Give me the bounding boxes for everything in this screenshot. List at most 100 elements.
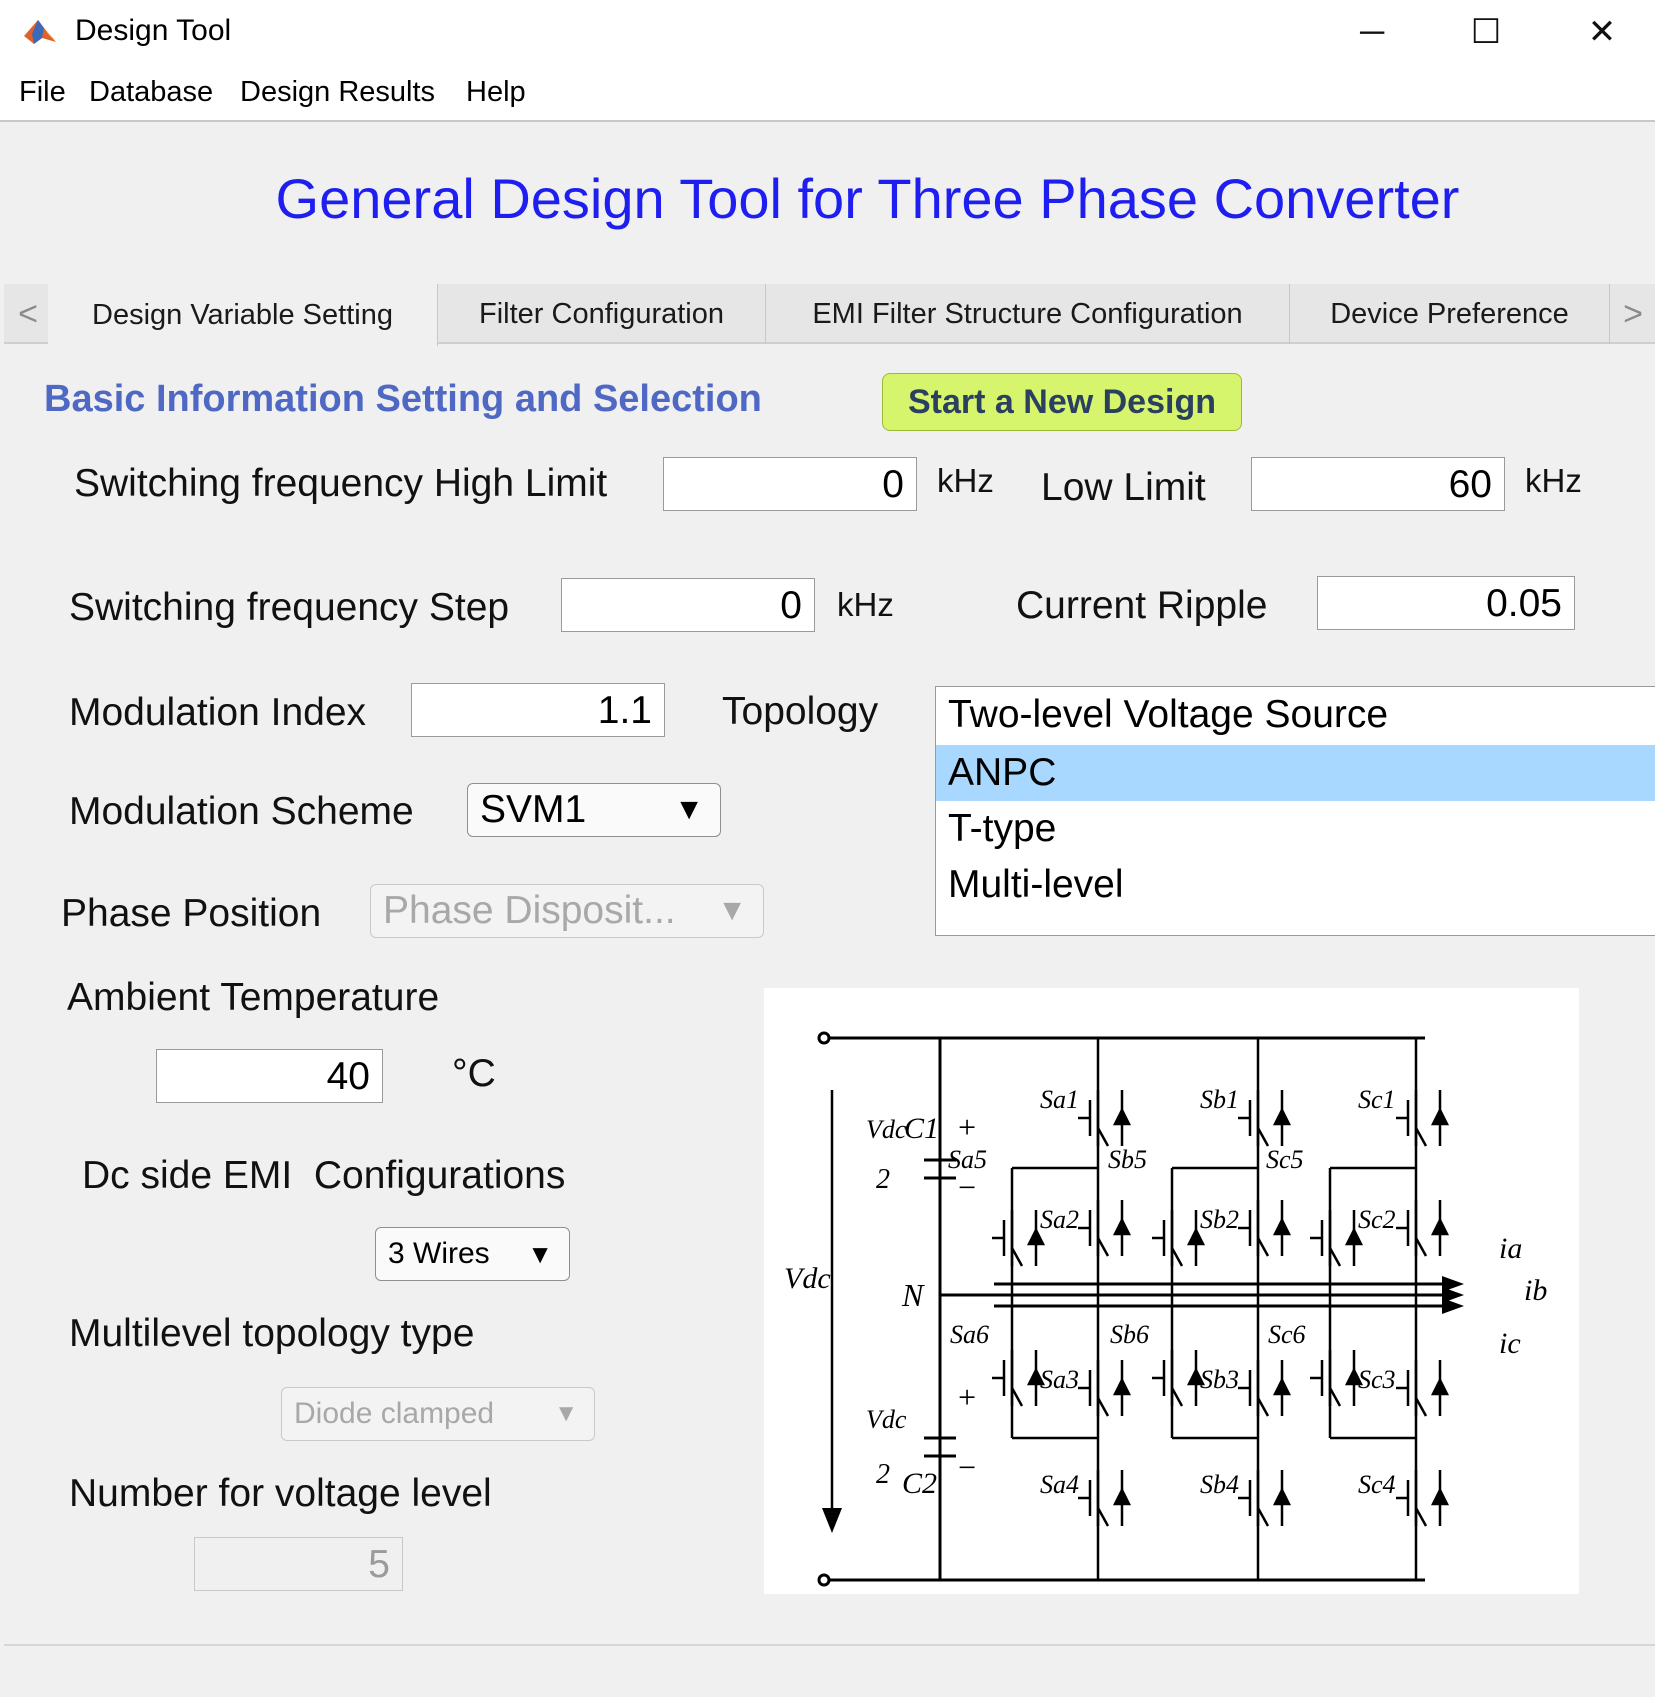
topology-option-multi-level[interactable]: Multi-level xyxy=(948,863,1124,906)
maximize-icon: ☐ xyxy=(1470,13,1502,51)
multilevel-topology-dropdown[interactable]: Diode clamped ▼ xyxy=(281,1387,595,1441)
switch-label: Sa4 xyxy=(1040,1470,1079,1499)
current-ripple-label: Current Ripple xyxy=(1016,584,1268,627)
switch-label: Sb6 xyxy=(1110,1320,1149,1349)
menu-help[interactable]: Help xyxy=(466,76,526,108)
circuit-svg: Sa1 Sa2 Sa3 Sa4 Sa5 Sa6 Sb1 Sb2 Sb3 Sb4 Sb5 Sb6 Sc1 S… xyxy=(784,1031,1547,1587)
tab-scroll-left[interactable]: < xyxy=(6,284,50,344)
circuit-label: 2 xyxy=(876,1459,890,1490)
phase-position-dropdown[interactable]: Phase Disposit... ▼ xyxy=(370,884,764,938)
tab-emi-filter-structure[interactable]: EMI Filter Structure Configuration xyxy=(766,284,1290,344)
igbt-clamp-bottom xyxy=(992,1350,1046,1407)
menu-file[interactable]: File xyxy=(19,76,66,108)
circuit-label: + xyxy=(956,1109,978,1145)
switch-label: Sa2 xyxy=(1040,1205,1079,1234)
multilevel-topology-value: Diode clamped xyxy=(294,1397,495,1430)
igbt-clamp-bottom xyxy=(1152,1350,1206,1407)
phase-position-value: Phase Disposit... xyxy=(383,889,676,932)
circuit-label: C2 xyxy=(902,1467,937,1500)
ambient-temperature-label: Ambient Temperature xyxy=(67,976,440,1019)
chevron-down-icon: ▼ xyxy=(527,1238,553,1269)
circuit-label: N xyxy=(901,1277,925,1313)
voltage-level-input[interactable]: 5 xyxy=(194,1537,403,1591)
switch-label: Sc4 xyxy=(1358,1470,1396,1499)
sw-step-input[interactable]: 0 xyxy=(561,578,815,632)
ambient-temperature-unit: °C xyxy=(452,1052,496,1095)
low-limit-unit: kHz xyxy=(1525,462,1582,499)
sw-high-label: Switching frequency High Limit xyxy=(74,462,608,505)
tab-filter-configuration[interactable]: Filter Configuration xyxy=(438,284,766,344)
chevron-down-icon: ▼ xyxy=(717,894,747,927)
tab-device-preference[interactable]: Device Preference xyxy=(1290,284,1610,344)
igbt-inner-top xyxy=(1078,1200,1132,1257)
circuit-label: C1 xyxy=(904,1112,939,1145)
menu-design-results[interactable]: Design Results xyxy=(240,76,436,108)
igbt-outer-bottom xyxy=(1396,1470,1450,1527)
phase-position-label: Phase Position xyxy=(61,892,322,935)
chevron-right-icon: > xyxy=(1623,294,1643,333)
close-button[interactable]: ✕ xyxy=(1548,0,1655,64)
circuit-label: ic xyxy=(1499,1327,1521,1360)
igbt-clamp-top xyxy=(1152,1210,1206,1267)
current-ripple-input[interactable]: 0.05 xyxy=(1317,576,1575,630)
switch-label: Sb2 xyxy=(1200,1205,1239,1234)
sw-high-unit: kHz xyxy=(937,462,994,499)
chevron-left-icon: < xyxy=(18,294,38,333)
circuit-label: Vdc xyxy=(866,1405,907,1434)
topology-option-t-type[interactable]: T-type xyxy=(948,807,1057,850)
switch-label: Sb3 xyxy=(1200,1365,1239,1394)
igbt-inner-top xyxy=(1396,1200,1450,1257)
switch-label: Sa1 xyxy=(1040,1085,1079,1114)
switch-label: Sc5 xyxy=(1266,1145,1304,1174)
dc-emi-value: 3 Wires xyxy=(388,1237,490,1270)
topology-option-two-level[interactable]: Two-level Voltage Source xyxy=(948,693,1389,736)
modulation-scheme-label: Modulation Scheme xyxy=(69,790,414,833)
circuit-label: + xyxy=(956,1379,978,1415)
status-separator xyxy=(4,1644,1655,1646)
chevron-down-icon: ▼ xyxy=(674,793,704,826)
switch-label: Sc1 xyxy=(1358,1085,1396,1114)
switch-label: Sa3 xyxy=(1040,1365,1079,1394)
modulation-scheme-dropdown[interactable]: SVM1 ▼ xyxy=(467,783,721,837)
tab-scroll-right[interactable]: > xyxy=(1611,284,1655,344)
circuit-label: ib xyxy=(1524,1274,1547,1307)
topology-option-anpc[interactable]: ANPC xyxy=(936,745,1655,801)
switch-label: Sc3 xyxy=(1358,1365,1396,1394)
minimize-button[interactable]: ─ xyxy=(1318,0,1426,64)
topology-label: Topology xyxy=(722,690,879,733)
matlab-icon xyxy=(22,14,58,48)
dc-emi-dropdown[interactable]: 3 Wires ▼ xyxy=(375,1227,570,1281)
close-icon: ✕ xyxy=(1587,13,1617,51)
anpc-circuit-diagram: Sa1 Sa2 Sa3 Sa4 Sa5 Sa6 Sb1 Sb2 Sb3 Sb4 Sb5 Sb6 Sc1 S… xyxy=(764,988,1579,1594)
switch-label: Sa6 xyxy=(950,1320,989,1349)
modulation-index-label: Modulation Index xyxy=(69,691,367,734)
switch-label: Sc2 xyxy=(1358,1205,1396,1234)
multilevel-topology-label: Multilevel topology type xyxy=(69,1312,475,1355)
circuit-label: Vdc xyxy=(866,1115,907,1144)
switch-label: Sb1 xyxy=(1200,1085,1239,1114)
igbt-outer-top xyxy=(1238,1090,1292,1147)
low-limit-label: Low Limit xyxy=(1041,466,1206,509)
igbt-inner-top xyxy=(1238,1200,1292,1257)
circuit-label: ia xyxy=(1499,1232,1522,1265)
circuit-label: − xyxy=(956,1169,978,1205)
igbt-clamp-top xyxy=(992,1210,1046,1267)
ambient-temperature-input[interactable]: 40 xyxy=(156,1049,383,1103)
modulation-index-input[interactable]: 1.1 xyxy=(411,683,665,737)
sw-step-unit: kHz xyxy=(837,586,894,623)
switch-label: Sa5 xyxy=(948,1145,987,1174)
low-limit-input[interactable]: 60 xyxy=(1251,457,1505,511)
page-title: General Design Tool for Three Phase Conv… xyxy=(275,167,1460,230)
start-new-design-button[interactable]: Start a New Design xyxy=(882,373,1242,431)
title-bar xyxy=(0,0,1655,64)
igbt-inner-bottom xyxy=(1396,1360,1450,1417)
tab-design-variable-setting[interactable]: Design Variable Setting xyxy=(48,284,438,346)
maximize-button[interactable]: ☐ xyxy=(1432,0,1540,64)
dc-emi-label: Dc side EMI Configurations xyxy=(82,1154,566,1197)
igbt-outer-bottom xyxy=(1238,1470,1292,1527)
sw-high-input[interactable]: 0 xyxy=(663,457,917,511)
igbt-inner-bottom xyxy=(1238,1360,1292,1417)
menu-database[interactable]: Database xyxy=(89,76,214,108)
chevron-down-icon: ▼ xyxy=(554,1400,578,1427)
topology-listbox[interactable]: Two-level Voltage Source ANPC T-type Mul… xyxy=(935,686,1655,936)
